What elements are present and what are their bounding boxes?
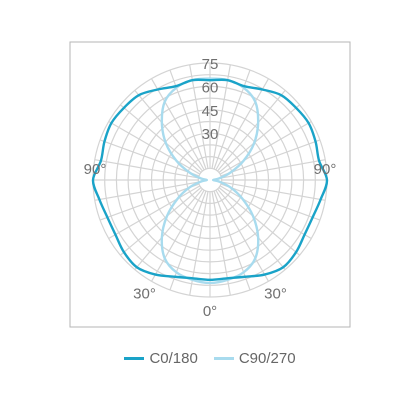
radial-tick-label: 75 xyxy=(202,56,219,73)
legend-label: C90/270 xyxy=(238,350,296,367)
radial-tick-label: 60 xyxy=(202,79,219,96)
chart-frame xyxy=(69,41,351,328)
grid-spoke xyxy=(219,185,312,240)
legend-swatch xyxy=(213,357,234,360)
grid-spoke xyxy=(220,183,321,221)
grid-spoke xyxy=(150,189,205,282)
grid-spoke xyxy=(215,189,270,282)
grid-spoke xyxy=(134,188,203,271)
radial-tick-label: 30 xyxy=(202,126,219,143)
grid-spoke xyxy=(221,181,326,201)
tick-labels: 30 45 60 75 0° 30° 30° 90° 90° xyxy=(84,56,337,320)
grid-spoke xyxy=(220,139,321,177)
grid-spoke xyxy=(218,187,301,256)
legend-label: C0/180 xyxy=(149,350,198,367)
angle-tick-label: 90° xyxy=(84,161,107,178)
legend-swatch xyxy=(124,357,145,360)
grid-spoke xyxy=(221,159,326,179)
grid-spoke xyxy=(94,181,199,201)
series-line-c90-270 xyxy=(160,77,260,285)
grid-spoke xyxy=(211,64,231,169)
angle-tick-label: 90° xyxy=(314,161,337,178)
series-line-c0-180 xyxy=(91,78,329,282)
grid-spoke xyxy=(119,104,202,173)
grid-spoke xyxy=(119,187,202,256)
grid-spoke xyxy=(189,64,209,169)
legend-item: C0/180 xyxy=(124,350,198,367)
grid-spoke xyxy=(99,183,200,221)
angle-tick-label: 0° xyxy=(203,303,217,320)
grid-spoke xyxy=(108,185,201,240)
grid-spoke xyxy=(217,188,286,271)
grid-spoke xyxy=(94,159,199,179)
grid-spoke xyxy=(217,89,286,172)
legend-item: C90/270 xyxy=(213,350,296,367)
radial-tick-label: 45 xyxy=(202,103,219,120)
grid-spoke xyxy=(99,139,200,177)
angle-tick-label: 30° xyxy=(264,285,287,302)
grid-spoke xyxy=(218,104,301,173)
angle-tick-label: 30° xyxy=(133,285,156,302)
grid-spoke xyxy=(219,120,312,175)
polar-grid xyxy=(92,62,328,298)
legend: C0/180 C90/270 xyxy=(0,347,420,367)
grid-spoke xyxy=(108,120,201,175)
series-layer xyxy=(91,77,329,285)
grid-spoke xyxy=(134,89,203,172)
grid-spoke xyxy=(150,78,205,171)
grid-spoke xyxy=(215,78,270,171)
